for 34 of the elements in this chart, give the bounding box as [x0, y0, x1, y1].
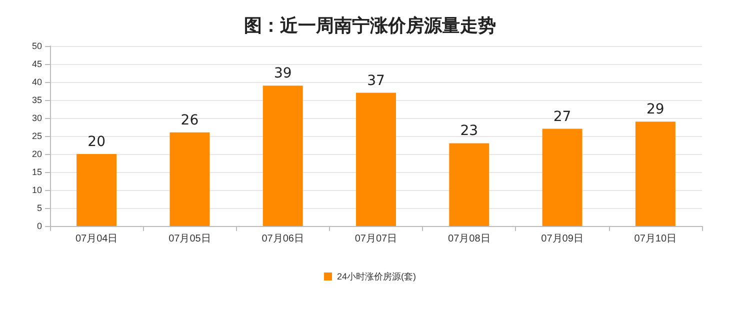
bar	[635, 122, 676, 226]
x-tick-label: 07月09日	[541, 234, 584, 244]
chart-title: 图：近一周南宁涨价房源量走势	[244, 16, 496, 36]
x-tick-label: 07月10日	[634, 234, 677, 244]
legend-label: 24小时涨价房源(套)	[337, 272, 416, 282]
y-tick-label: 20	[32, 149, 42, 159]
bar	[356, 92, 396, 226]
bar	[449, 143, 490, 226]
x-tick-label: 07月04日	[75, 234, 118, 244]
x-tick-label: 07月08日	[448, 234, 490, 244]
x-tick-label: 07月05日	[168, 234, 211, 244]
bar	[76, 154, 117, 226]
data-label: 37	[367, 72, 385, 89]
x-tick-label: 07月07日	[354, 234, 398, 244]
data-label: 26	[180, 112, 199, 128]
bar	[170, 132, 210, 226]
data-label: 39	[274, 66, 292, 82]
data-label: 23	[460, 123, 478, 140]
y-tick-label: 40	[32, 77, 42, 87]
y-tick-label: 50	[32, 41, 42, 51]
data-label: 27	[553, 108, 572, 125]
data-label: 20	[88, 134, 106, 150]
y-tick-label: 30	[32, 113, 42, 123]
y-tick-label: 25	[32, 131, 42, 141]
x-tick-label: 07月06日	[262, 234, 304, 244]
bar	[542, 128, 582, 226]
y-tick-label: 15	[32, 167, 42, 177]
y-tick-label: 5	[36, 203, 42, 213]
y-tick-label: 10	[32, 185, 42, 195]
y-tick-label: 35	[32, 95, 42, 105]
data-label: 29	[646, 102, 664, 118]
bar	[262, 86, 303, 226]
y-tick-label: 0	[36, 221, 42, 231]
y-tick-label: 45	[32, 59, 42, 69]
